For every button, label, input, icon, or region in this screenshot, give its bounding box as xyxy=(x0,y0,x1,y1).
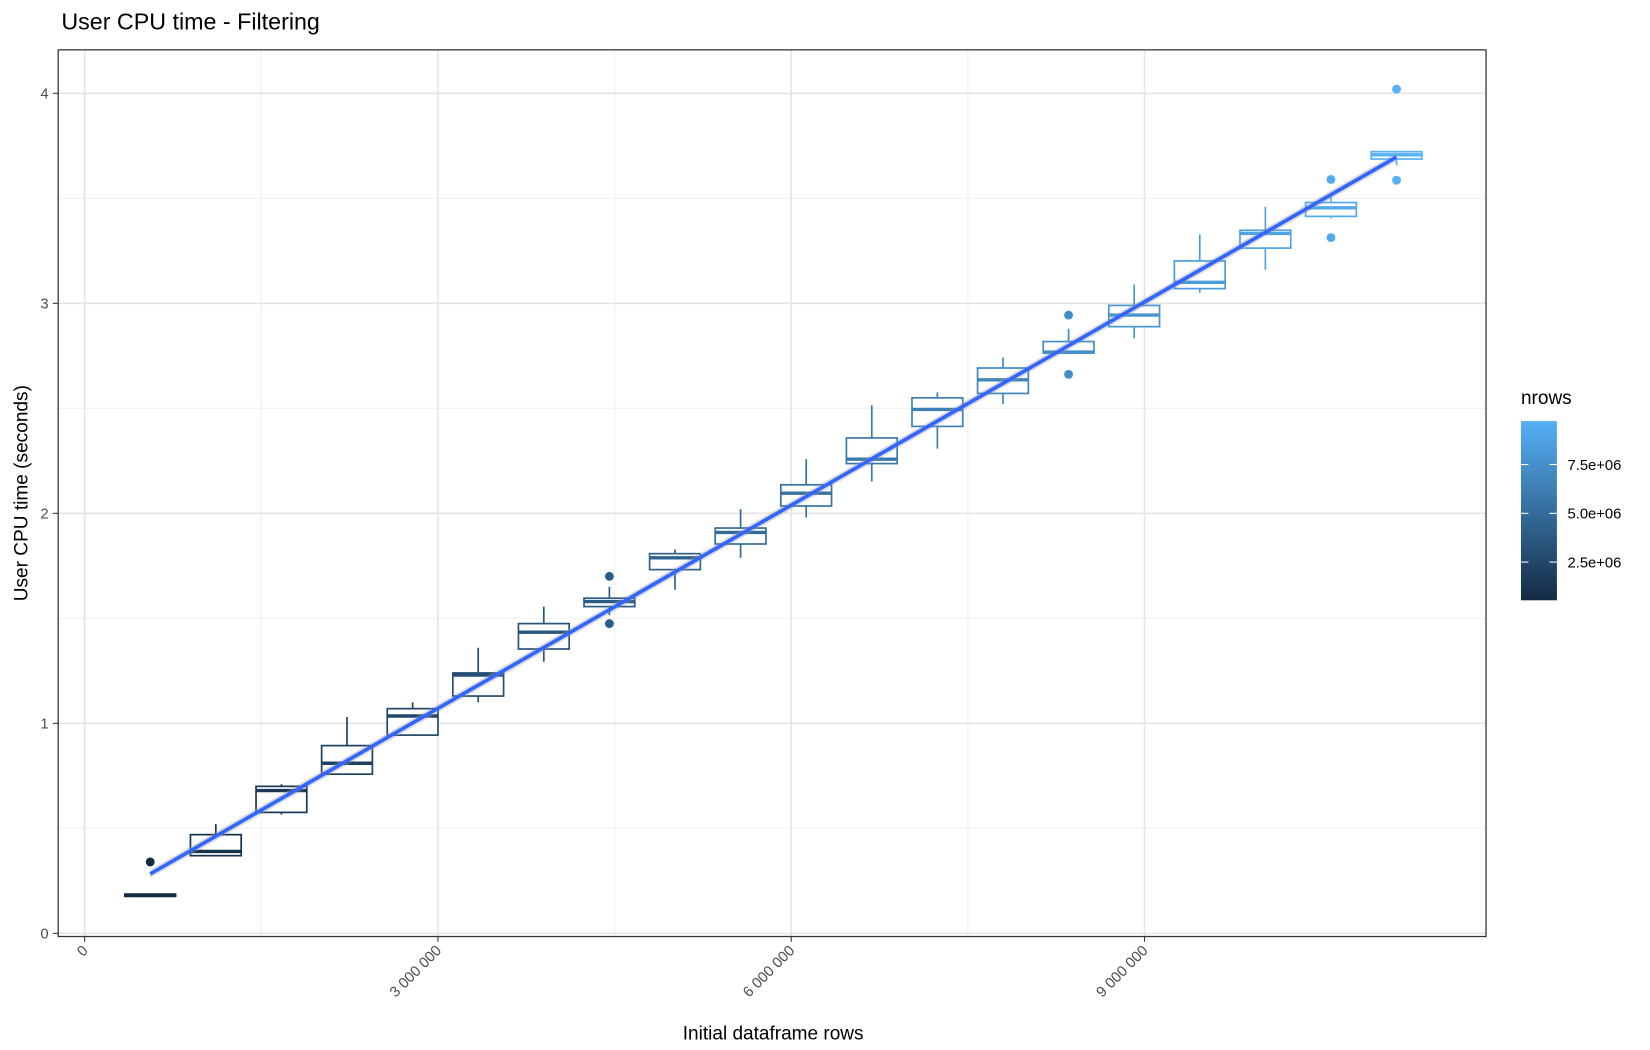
outlier xyxy=(1064,369,1074,379)
outlier xyxy=(604,571,614,581)
y-tick-label: 4 xyxy=(40,87,48,103)
outlier xyxy=(604,619,614,629)
y-tick-label: 2 xyxy=(40,507,48,523)
colorbar xyxy=(1520,421,1557,601)
y-axis-title: User CPU time (seconds) xyxy=(12,385,33,601)
x-tick-label: 3 000 000 xyxy=(387,943,445,1001)
plot-border xyxy=(57,49,1487,938)
legend-title: nrows xyxy=(1521,388,1572,409)
legend-tick-label: 7.5e+06 xyxy=(1568,458,1622,474)
chart-title: User CPU time - Filtering xyxy=(61,9,320,35)
x-tick-label: 0 xyxy=(75,943,92,960)
legend-tick-label: 5.0e+06 xyxy=(1568,507,1622,523)
y-tick-label: 3 xyxy=(40,297,48,313)
outlier xyxy=(1326,174,1336,184)
x-tick-label: 9 000 000 xyxy=(1094,943,1152,1001)
x-tick-label: 6 000 000 xyxy=(740,943,798,1001)
x-axis-title: Initial dataframe rows xyxy=(683,1023,864,1044)
outlier xyxy=(1392,84,1401,94)
legend-tick-label: 2.5e+06 xyxy=(1568,555,1622,571)
y-tick-label: 0 xyxy=(40,927,48,943)
outlier xyxy=(145,857,155,867)
outlier xyxy=(1326,233,1336,243)
y-tick-label: 1 xyxy=(40,717,48,733)
fit-line xyxy=(149,155,1398,876)
outlier xyxy=(1392,175,1401,185)
outlier xyxy=(1064,310,1074,320)
